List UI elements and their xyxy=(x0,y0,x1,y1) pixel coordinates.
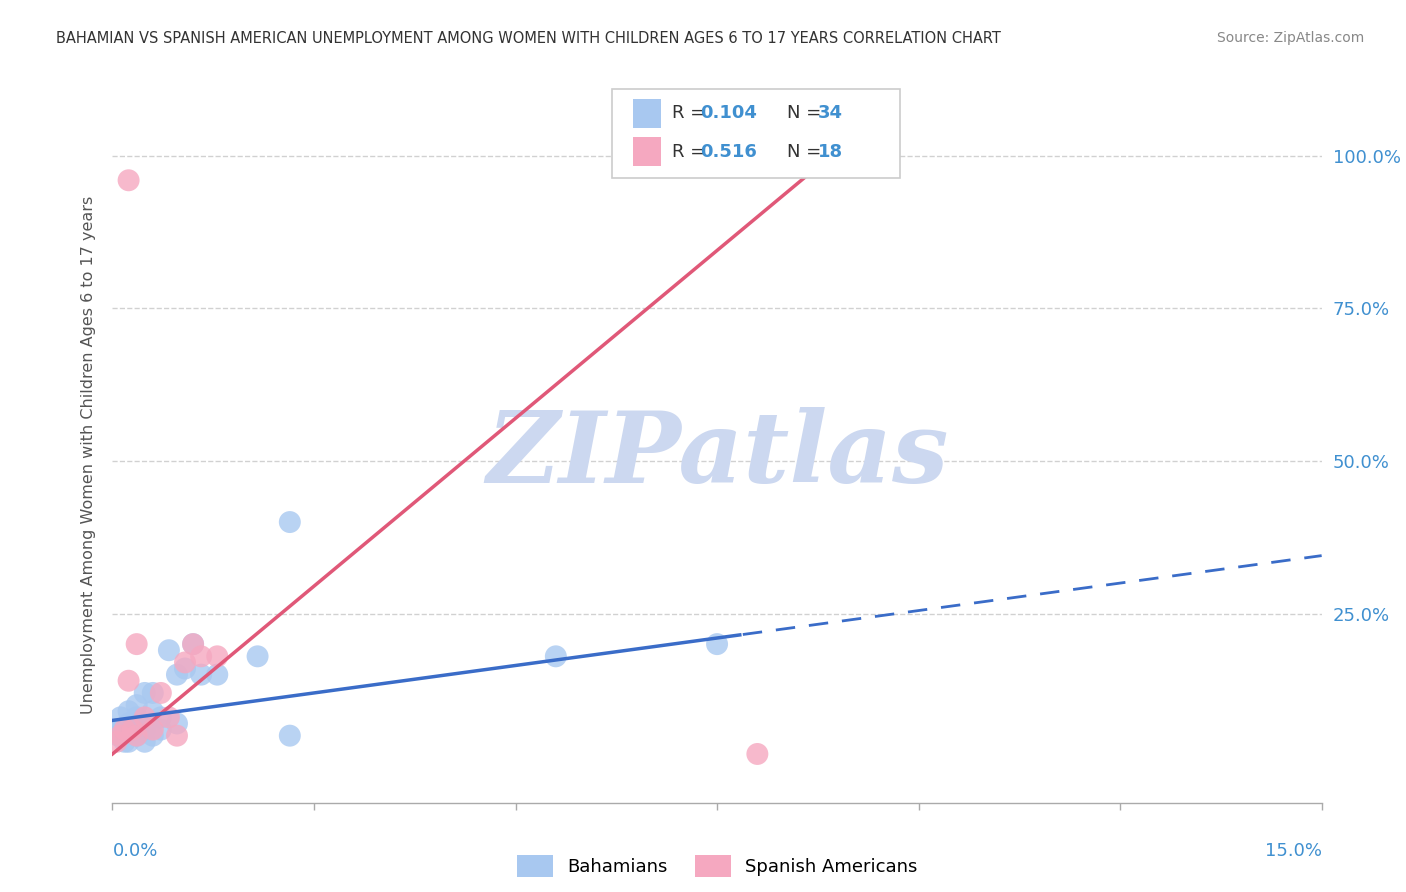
Point xyxy=(190,649,212,664)
Point xyxy=(125,698,148,713)
Point xyxy=(110,729,132,743)
Text: 34: 34 xyxy=(818,104,844,122)
Point xyxy=(129,716,152,731)
Point xyxy=(142,729,165,743)
Point xyxy=(142,704,165,718)
Point xyxy=(142,686,165,700)
Point xyxy=(125,729,148,743)
Point xyxy=(105,735,128,749)
Text: 0.0%: 0.0% xyxy=(112,842,157,860)
Text: R =: R = xyxy=(672,104,711,122)
Point xyxy=(246,649,269,664)
Point xyxy=(149,686,172,700)
Point xyxy=(181,637,204,651)
Point xyxy=(747,747,769,761)
Point xyxy=(149,723,172,737)
Text: 15.0%: 15.0% xyxy=(1264,842,1322,860)
Text: N =: N = xyxy=(787,143,827,161)
Point xyxy=(174,656,197,670)
Point xyxy=(125,637,148,651)
Point xyxy=(166,667,188,681)
Point xyxy=(706,637,728,651)
Y-axis label: Unemployment Among Women with Children Ages 6 to 17 years: Unemployment Among Women with Children A… xyxy=(80,196,96,714)
Point xyxy=(105,723,128,737)
Point xyxy=(207,649,229,664)
Point xyxy=(117,673,139,688)
Point xyxy=(207,667,229,681)
Point xyxy=(544,649,567,664)
Point xyxy=(114,735,136,749)
Point xyxy=(157,710,180,724)
Text: 18: 18 xyxy=(818,143,844,161)
Point xyxy=(117,716,139,731)
Text: BAHAMIAN VS SPANISH AMERICAN UNEMPLOYMENT AMONG WOMEN WITH CHILDREN AGES 6 TO 17: BAHAMIAN VS SPANISH AMERICAN UNEMPLOYMEN… xyxy=(56,31,1001,46)
Point xyxy=(134,735,156,749)
Point xyxy=(111,723,134,737)
Point xyxy=(125,710,148,724)
Point xyxy=(190,667,212,681)
Point xyxy=(125,729,148,743)
Point xyxy=(134,723,156,737)
Point xyxy=(157,643,180,657)
Point xyxy=(114,723,136,737)
Text: R =: R = xyxy=(672,143,711,161)
Point xyxy=(278,515,301,529)
Point xyxy=(134,710,156,724)
Text: 0.516: 0.516 xyxy=(700,143,756,161)
Point xyxy=(117,735,139,749)
Point xyxy=(121,723,143,737)
Point xyxy=(174,661,197,675)
Point xyxy=(166,716,188,731)
Point xyxy=(121,723,143,737)
Point xyxy=(181,637,204,651)
Point xyxy=(110,729,132,743)
Text: Source: ZipAtlas.com: Source: ZipAtlas.com xyxy=(1216,31,1364,45)
Text: ZIPatlas: ZIPatlas xyxy=(486,407,948,503)
Legend: Bahamians, Spanish Americans: Bahamians, Spanish Americans xyxy=(509,847,925,884)
Point xyxy=(117,173,139,187)
Point xyxy=(107,729,129,743)
Point xyxy=(142,723,165,737)
Text: 0.104: 0.104 xyxy=(700,104,756,122)
Text: N =: N = xyxy=(787,104,827,122)
Point xyxy=(278,729,301,743)
Point xyxy=(134,686,156,700)
Point xyxy=(117,704,139,718)
Point xyxy=(166,729,188,743)
Point xyxy=(149,710,172,724)
Point xyxy=(110,710,132,724)
